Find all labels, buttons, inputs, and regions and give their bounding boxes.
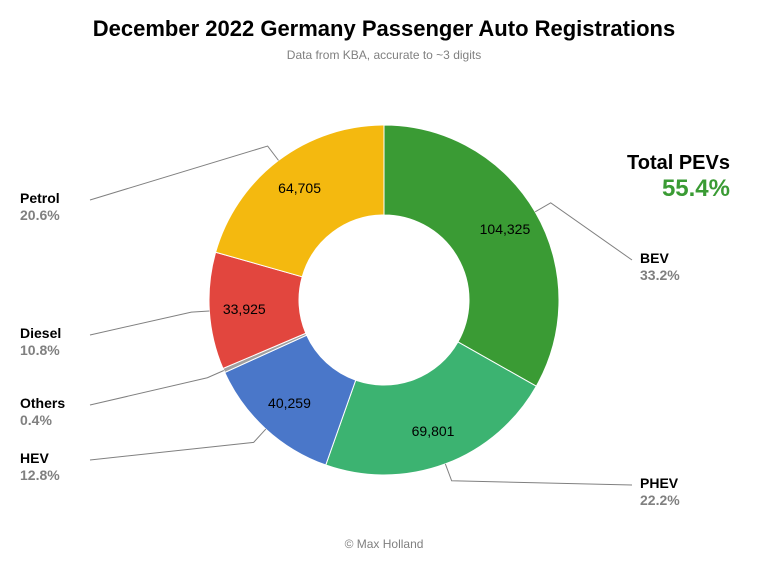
slice-bev (384, 125, 559, 386)
label-pct-petrol: 20.6% (20, 207, 60, 224)
label-hev: HEV12.8% (20, 450, 60, 484)
slice-petrol (216, 125, 384, 277)
value-phev: 69,801 (412, 423, 455, 439)
label-others: Others0.4% (20, 395, 65, 429)
chart-title: December 2022 Germany Passenger Auto Reg… (0, 16, 768, 42)
value-diesel: 33,925 (223, 301, 266, 317)
total-pev-callout: Total PEVs 55.4% (627, 152, 730, 203)
donut-svg (0, 70, 768, 530)
value-bev: 104,325 (480, 221, 531, 237)
label-pct-bev: 33.2% (640, 267, 680, 284)
label-pct-hev: 12.8% (20, 467, 60, 484)
label-diesel: Diesel10.8% (20, 325, 61, 359)
leader-phev (445, 464, 632, 485)
value-petrol: 64,705 (278, 180, 321, 196)
label-phev: PHEV22.2% (640, 475, 680, 509)
label-pct-diesel: 10.8% (20, 342, 61, 359)
label-name-diesel: Diesel (20, 325, 61, 342)
label-pct-phev: 22.2% (640, 492, 680, 509)
total-pev-label: Total PEVs (627, 152, 730, 175)
label-name-others: Others (20, 395, 65, 412)
value-hev: 40,259 (268, 395, 311, 411)
leader-diesel (90, 311, 209, 335)
donut-chart: Total PEVs 55.4% 104,325 BEV33.2% 69,801 PH… (0, 70, 768, 530)
credit-text: © Max Holland (0, 537, 768, 551)
leader-others (90, 371, 224, 405)
total-pev-value: 55.4% (627, 175, 730, 203)
chart-container: December 2022 Germany Passenger Auto Reg… (0, 0, 768, 565)
label-name-phev: PHEV (640, 475, 680, 492)
leader-hev (90, 429, 266, 460)
label-bev: BEV33.2% (640, 250, 680, 284)
label-name-bev: BEV (640, 250, 680, 267)
label-petrol: Petrol20.6% (20, 190, 60, 224)
label-name-hev: HEV (20, 450, 60, 467)
chart-subtitle: Data from KBA, accurate to ~3 digits (0, 48, 768, 62)
label-pct-others: 0.4% (20, 412, 65, 429)
label-name-petrol: Petrol (20, 190, 60, 207)
